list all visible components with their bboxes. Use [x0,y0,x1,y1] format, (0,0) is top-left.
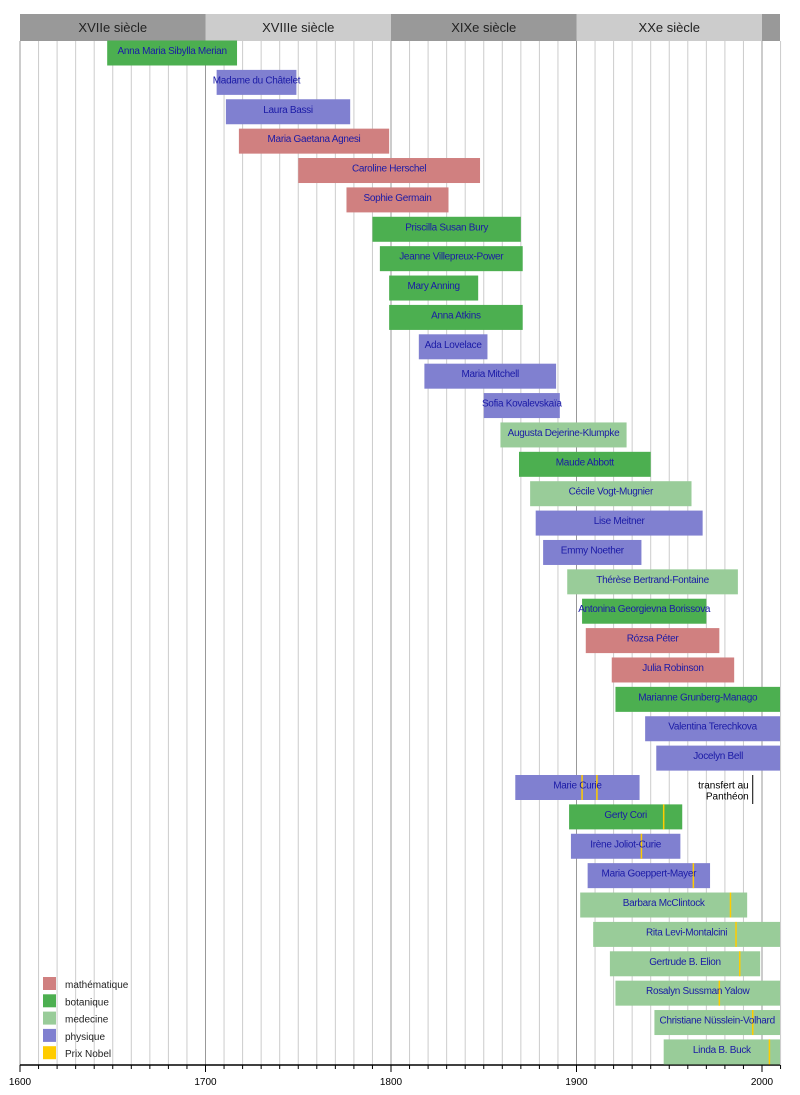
legend-swatch [43,1028,56,1042]
century-label: XVIIe siècle [78,20,147,35]
person-bar [567,569,738,595]
person-label: Emmy Noether [561,545,625,556]
person-bar [483,393,560,419]
person-bar [346,187,449,213]
person-bar [418,334,488,360]
person-label: Linda B. Buck [693,1045,752,1056]
person-label: Maria Mitchell [462,369,520,380]
person-bar [663,1039,780,1065]
person-label: Sofia Kovalevskaïa [482,399,562,410]
person-label: Antonina Georgievna Borissova [578,604,711,615]
person-bar [593,921,780,947]
person-label: Rita Levi-Montalcini [646,927,727,938]
person-label: Gerty Cori [604,810,647,821]
person-label: Anna Atkins [431,310,481,321]
legend-label: medecine [65,1015,109,1026]
person-bar [535,510,703,536]
person-bar [580,892,748,918]
person-label: Lise Meitner [594,516,646,527]
person-bar [298,158,481,184]
x-tick-label: 2000 [751,1077,774,1088]
legend-label: mathématique [65,980,129,991]
person-bar [570,833,681,859]
person-bar [611,657,735,683]
person-bar [615,980,780,1006]
x-tick-label: 1900 [565,1077,588,1088]
person-label: Mary Anning [408,281,460,292]
person-label: Sophie Germain [363,193,431,204]
legend-label: botanique [65,997,109,1008]
century-band [20,14,206,41]
century-band [576,14,762,41]
person-bar [609,951,761,977]
annotation-line1: transfert au [698,781,749,792]
person-label: Cécile Vogt-Mugnier [569,487,654,498]
person-label: Christiane Nüsslein-Volhard [660,1016,775,1027]
century-band [762,14,780,41]
x-tick-label: 1800 [380,1077,403,1088]
person-label: Rosalyn Sussman Yalow [646,986,750,997]
person-bar [582,598,707,624]
person-bar [530,481,692,507]
person-bar [585,628,720,654]
person-label: Ada Lovelace [425,340,483,351]
person-bar [389,304,523,330]
person-label: Irène Joliot-Curie [590,839,661,850]
person-bar [543,539,642,565]
person-bar [654,1010,780,1036]
person-bar [372,216,521,242]
person-label: Maria Goeppert-Mayer [602,869,698,880]
person-label: Augusta Dejerine-Klumpke [508,428,620,439]
person-label: Thérèse Bertrand-Fontaine [596,575,709,586]
person-label: Marie Curie [553,781,602,792]
person-label: Rózsa Péter [627,634,680,645]
person-label: Laura Bassi [263,105,313,116]
annotation-line2: Panthéon [706,792,749,803]
legend-label: physique [65,1032,105,1043]
person-bar [389,275,479,301]
person-bar [424,363,557,389]
person-bar [645,716,780,742]
person-label: Gertrude B. Elion [649,957,721,968]
person-bar [379,246,523,272]
person-bar [587,863,711,889]
person-label: Jeanne Villepreux-Power [399,252,504,263]
century-label: XIXe siècle [451,20,516,35]
person-bar [515,775,640,800]
century-label: XVIIIe siècle [262,20,334,35]
legend-label: Prix Nobel [65,1049,111,1060]
person-bar [500,422,627,448]
person-label: Valentina Terechkova [668,722,757,733]
person-label: Marianne Grunberg-Manago [638,692,758,703]
legend-swatch [43,977,56,990]
person-bar [615,686,780,712]
person-bar [107,40,238,66]
person-label: Julia Robinson [642,663,703,674]
person-bar [225,99,351,125]
person-label: Priscilla Susan Bury [405,222,488,233]
person-bar [216,69,297,95]
century-label: XXe siècle [639,20,700,35]
person-label: Barbara McClintock [623,898,706,909]
person-label: Anna Maria Sibylla Merian [117,46,226,57]
person-bar [518,451,651,477]
person-bar [656,745,780,771]
century-band [205,14,391,41]
century-band [391,14,577,41]
person-label: Caroline Herschel [352,164,426,175]
person-bar [238,128,390,154]
person-label: Maria Gaetana Agnesi [268,134,361,145]
person-label: Jocelyn Bell [693,751,743,762]
person-label: Maude Abbott [556,457,615,468]
person-label: Madame du Châtelet [213,75,301,86]
x-tick-label: 1700 [194,1077,217,1088]
x-tick-label: 1600 [9,1077,32,1088]
legend-swatch [43,1011,56,1025]
legend-swatch [43,1046,56,1060]
legend-swatch [43,994,56,1008]
